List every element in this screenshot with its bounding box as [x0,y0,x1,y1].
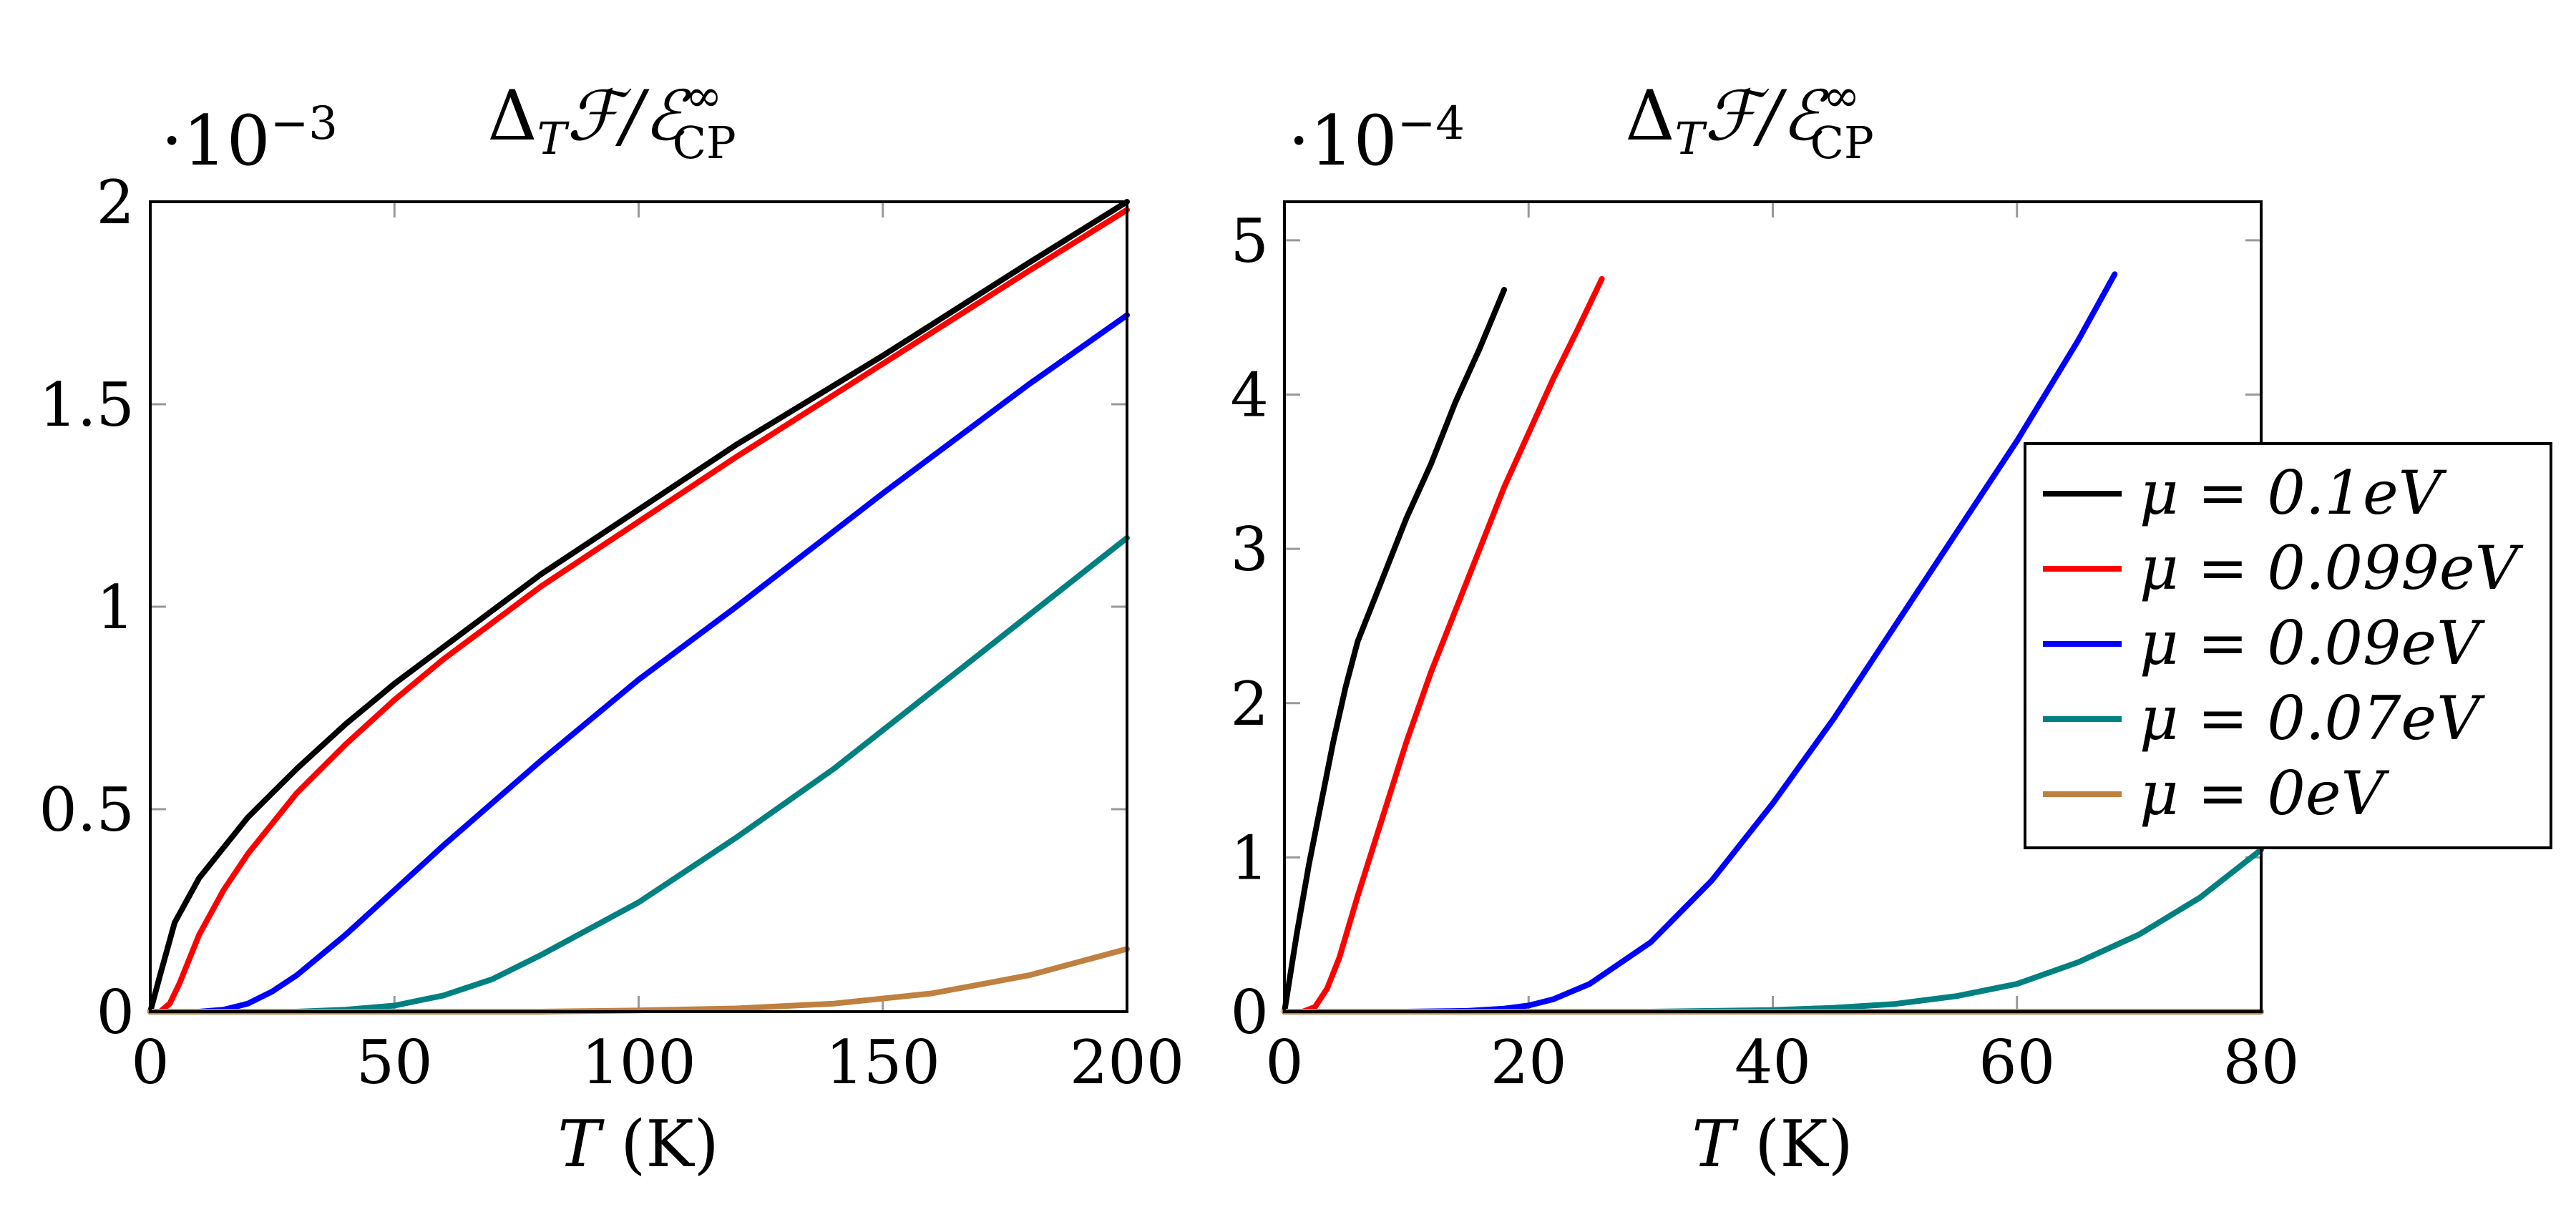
left-y-tick-label: 1 [97,572,135,642]
right-y-tick-label: 5 [1231,206,1269,276]
left-ticks: 0 50 100 150 200 0 0.5 1 1.5 2 [39,167,1184,1098]
left-title-sub: CP [673,117,736,169]
legend-entry: μ = 0.1eV [2043,458,2447,528]
right-x-tick-label: 80 [2223,1027,2300,1098]
left-y-scale-base: ·10 [161,101,270,181]
right-y-tick-label: 2 [1231,669,1269,739]
right-y-tick-label: 0 [1231,977,1269,1047]
right-title-sup: ∞ [1823,69,1860,122]
left-y-scale: ·10−3 [161,97,338,181]
right-x-axis-unit: (K) [1755,1107,1853,1182]
legend-entry: μ = 0.099eV [2043,533,2524,603]
left-series-line-3 [147,534,1130,1015]
right-title-delta: Δ [1625,76,1674,156]
left-x-axis-label: T (K) [557,1107,719,1182]
right-y-scale-base: ·10 [1288,101,1397,181]
right-y-tick-label: 3 [1231,514,1269,585]
left-plot-frame [149,200,1128,1013]
legend: μ = 0.1eV μ = 0.099eV μ = 0.09eV μ = 0.0… [2024,442,2552,849]
right-y-tick-label: 1 [1231,823,1269,893]
left-y-tick-label: 0.5 [39,775,135,845]
right-title-sub-t: T [1675,112,1708,165]
right-x-axis-label: T (K) [1692,1107,1853,1182]
legend-entry: μ = 0.09eV [2043,608,2485,678]
left-y-tick-label: 2 [97,167,135,238]
legend-label-4: μ = 0eV [2140,758,2390,829]
left-series-line-1 [147,207,1130,1015]
left-x-tick-label: 150 [826,1027,940,1098]
left-x-tick-label: 50 [356,1027,433,1098]
left-y-tick-label: 1.5 [39,370,135,440]
left-x-tick-label: 100 [581,1027,696,1098]
left-x-axis-var: T [557,1107,605,1182]
right-x-axis-var: T [1692,1107,1739,1182]
right-y-tick-label: 4 [1231,361,1269,431]
left-x-axis-unit: (K) [620,1107,718,1182]
right-x-tick-label: 0 [1265,1027,1303,1098]
right-x-tick-label: 20 [1491,1027,1567,1098]
right-title-f: ℱ/ℰ [1704,76,1830,156]
right-y-scale: ·10−4 [1288,97,1465,181]
right-x-tick-label: 60 [1979,1027,2055,1098]
right-series-line-3 [1282,846,2264,1015]
left-series-line-2 [147,312,1130,1015]
left-title-delta: Δ [487,76,537,156]
left-y-tick-label: 0 [97,977,135,1047]
left-series [147,199,1130,1015]
legend-entry: μ = 0.07eV [2043,683,2485,753]
left-title-sup: ∞ [686,69,723,122]
left-y-scale-exp: −3 [270,97,338,150]
right-series-line-1 [1282,275,1605,1015]
right-series-line-2 [1282,271,2118,1015]
legend-label-1: μ = 0.099eV [2140,533,2524,603]
left-title-sub-t: T [537,112,570,165]
right-y-scale-exp: −4 [1397,97,1465,150]
right-x-tick-label: 40 [1735,1027,1811,1098]
legend-label-0: μ = 0.1eV [2140,458,2447,528]
left-chart-title: ΔTℱ/ℰ∞ CP [487,69,736,169]
left-title-f: ℱ/ℰ [567,76,692,156]
left-series-line-0 [147,199,1130,1015]
left-x-tick-label: 200 [1070,1027,1184,1098]
left-x-tick-label: 0 [131,1027,169,1098]
legend-entry: μ = 0eV [2043,758,2390,829]
right-ticks: 0 20 40 60 80 0 1 2 3 4 5 [1231,202,2300,1098]
right-series-line-0 [1282,286,1508,1015]
right-chart-title: ΔTℱ/ℰ∞ CP [1625,69,1873,169]
legend-label-2: μ = 0.09eV [2140,608,2485,678]
legend-label-3: μ = 0.07eV [2140,683,2485,753]
right-title-sub: CP [1810,117,1874,169]
